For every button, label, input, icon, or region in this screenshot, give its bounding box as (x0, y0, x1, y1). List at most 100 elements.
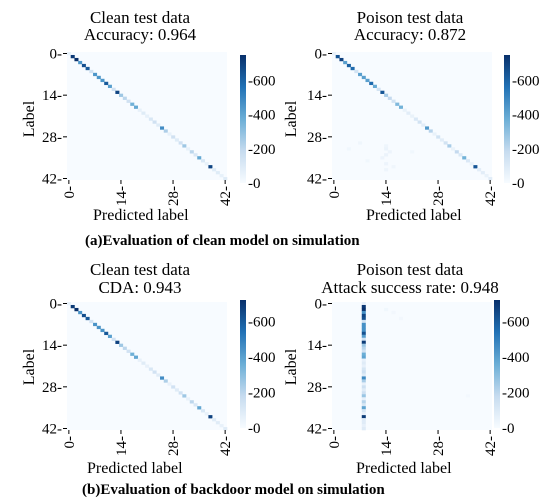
x-tick-label: 28- (431, 436, 447, 456)
heatmap-cell-diagonal (335, 54, 340, 59)
heatmap-cell-diagonal (365, 78, 370, 83)
heatmap-cell-diagonal (350, 66, 355, 71)
colorbar (494, 300, 500, 428)
panel-subtitle: Attack success rate: 0.948 (321, 278, 499, 297)
heatmap-cell-diagonal (439, 138, 444, 142)
y-tick-label: 14- (42, 88, 62, 104)
heatmap-cell-diagonal (119, 343, 124, 347)
colorbar-tick-label: -400 (512, 108, 540, 124)
heatmap-cell-diagonal (332, 52, 337, 56)
heatmap-cell-diagonal (343, 60, 348, 65)
heatmap-cell-diagonal (417, 120, 422, 124)
heatmap-cell-diagonal (391, 99, 396, 103)
colorbar-tick-label: -200 (248, 142, 276, 158)
x-tick-label: 14- (379, 436, 395, 456)
panel-subtitle: Accuracy: 0.872 (353, 25, 467, 44)
heatmap-cell-diagonal (182, 144, 187, 148)
heatmap-cell-target-column (361, 370, 366, 374)
heatmap-cell (410, 150, 415, 154)
heatmap-cell-target-column (361, 412, 366, 416)
heatmap-cell (380, 156, 385, 160)
heatmap-cell-diagonal (145, 364, 150, 368)
heatmap-cell-diagonal (193, 403, 198, 407)
heatmap-cell-diagonal (223, 427, 228, 431)
x-tick-label: 14- (114, 186, 130, 206)
heatmap-cell-diagonal (451, 147, 456, 151)
heatmap-cell-target-column (361, 373, 366, 377)
heatmap-cell-diagonal (428, 129, 433, 133)
heatmap-cell (384, 168, 389, 172)
heatmap-cell-target-column (361, 388, 366, 392)
x-tick-label: 0- (62, 436, 78, 449)
heatmap-cell-diagonal (93, 72, 98, 77)
y-tick-label: 28- (307, 130, 327, 146)
heatmap-cell-diagonal (133, 105, 138, 109)
heatmap-3: 0- 0- 14- 14- 28- 28- 42- 42- -600 -400 -200 -0 (307, 296, 530, 456)
heatmap-cell-target-column (361, 382, 366, 386)
heatmap-cell-diagonal (197, 156, 202, 160)
heatmap-cell-diagonal (361, 75, 366, 80)
heatmap-cell (365, 159, 370, 163)
heatmap-cell-target-column (361, 331, 366, 336)
heatmap-0: 0- 0- 14- 14- 28- 28- 42- 42- -600 -400 -200 -0 (42, 46, 276, 206)
heatmap-cell-target-column (361, 307, 366, 312)
heatmap-cell-diagonal (160, 376, 165, 380)
heatmap-cell-diagonal (107, 334, 112, 339)
y-tick-label: 42- (307, 172, 327, 188)
heatmap-cell-diagonal (163, 379, 168, 383)
heatmap-cell-diagonal (421, 123, 426, 127)
y-tick-label: 0- (315, 46, 328, 62)
heatmap-cell (384, 153, 389, 157)
heatmap-cell-diagonal (67, 302, 72, 306)
heatmap-cell-diagonal (458, 153, 463, 157)
heatmap-cell-diagonal (152, 370, 157, 374)
heatmap-cell-diagonal (100, 78, 105, 83)
heatmap-cell-diagonal (156, 373, 161, 377)
heatmap-cell-diagonal (78, 60, 83, 65)
x-tick-label: 14- (379, 186, 395, 206)
y-tick-label: 28- (42, 130, 62, 146)
panel-subtitle: CDA: 0.943 (98, 278, 182, 297)
panel-subtitle: Accuracy: 0.964 (83, 25, 197, 44)
heatmap-cell-diagonal (148, 117, 153, 121)
heatmap-cell-diagonal (119, 93, 124, 97)
heatmap-cell-target-column (361, 313, 366, 318)
heatmap-cell-diagonal (398, 105, 403, 109)
heatmap-cell-target-column (361, 376, 366, 380)
caption-b: (b)Evaluation of backdoor model on simul… (82, 482, 385, 498)
heatmap-background (332, 302, 492, 430)
heatmap-cell-diagonal (339, 57, 344, 62)
heatmap-cell-diagonal (215, 421, 220, 425)
heatmap-cell-target-column (361, 427, 366, 431)
heatmap-cell-diagonal (148, 367, 153, 371)
heatmap-cell-diagonal (104, 81, 109, 86)
heatmap-cell-diagonal (413, 117, 418, 121)
heatmap-cell-target-column (361, 346, 366, 350)
heatmap-cell-diagonal (219, 424, 224, 428)
heatmap-cell-diagonal (447, 144, 452, 148)
heatmap-cell-target-column (361, 352, 366, 356)
heatmap-cell-diagonal (182, 394, 187, 398)
y-tick-label: 14- (42, 338, 62, 354)
heatmap-cell-target-column (361, 302, 366, 306)
panel-title: Poison test data (356, 260, 464, 279)
colorbar-tick-label: -400 (248, 108, 276, 124)
y-tick-label: 28- (307, 380, 327, 396)
heatmap-cell-diagonal (174, 138, 179, 142)
heatmap-cell-diagonal (354, 69, 359, 74)
x-tick-label: 42- (218, 436, 234, 456)
heatmap-cell-target-column (361, 325, 366, 330)
colorbar-tick-label: -200 (512, 142, 540, 158)
colorbar-tick-label: -200 (502, 385, 530, 401)
heatmap-cell-target-column (361, 328, 366, 333)
heatmap-cell-target-column (361, 340, 366, 344)
heatmap-cell (346, 147, 351, 151)
heatmap-cell-diagonal (212, 418, 217, 422)
heatmap-cell-diagonal (152, 120, 157, 124)
heatmap-cell-diagonal (78, 310, 83, 315)
heatmap-cell-diagonal (137, 108, 142, 112)
colorbar-tick-label: -600 (248, 314, 276, 330)
heatmap-cell (465, 394, 470, 398)
heatmap-cell-diagonal (189, 400, 194, 404)
